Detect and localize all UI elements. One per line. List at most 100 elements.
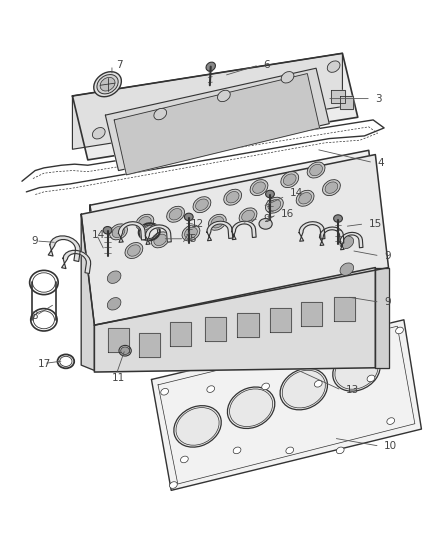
Ellipse shape bbox=[252, 182, 265, 193]
Ellipse shape bbox=[127, 245, 140, 256]
Text: 7: 7 bbox=[116, 60, 123, 70]
Text: 5: 5 bbox=[188, 234, 195, 244]
Ellipse shape bbox=[160, 389, 168, 395]
Ellipse shape bbox=[107, 297, 120, 310]
Polygon shape bbox=[204, 317, 225, 341]
Ellipse shape bbox=[339, 263, 353, 276]
Ellipse shape bbox=[110, 224, 127, 240]
Ellipse shape bbox=[151, 232, 169, 248]
Ellipse shape bbox=[92, 127, 105, 139]
Polygon shape bbox=[81, 155, 388, 325]
Polygon shape bbox=[72, 53, 342, 149]
Ellipse shape bbox=[119, 345, 131, 356]
Text: 9: 9 bbox=[263, 214, 269, 223]
Polygon shape bbox=[48, 236, 80, 262]
Ellipse shape bbox=[366, 375, 374, 382]
Ellipse shape bbox=[280, 172, 298, 188]
Polygon shape bbox=[145, 225, 171, 245]
Ellipse shape bbox=[166, 206, 184, 222]
Polygon shape bbox=[90, 150, 381, 321]
Ellipse shape bbox=[395, 327, 403, 334]
Ellipse shape bbox=[217, 90, 230, 102]
Ellipse shape bbox=[138, 216, 151, 228]
Ellipse shape bbox=[120, 347, 129, 354]
Ellipse shape bbox=[336, 447, 343, 454]
Ellipse shape bbox=[193, 197, 210, 213]
Text: 11: 11 bbox=[112, 374, 125, 383]
Polygon shape bbox=[114, 74, 319, 175]
Polygon shape bbox=[138, 333, 159, 357]
Ellipse shape bbox=[309, 164, 322, 176]
Ellipse shape bbox=[223, 189, 241, 205]
Ellipse shape bbox=[283, 174, 296, 185]
Text: 13: 13 bbox=[345, 385, 358, 395]
Ellipse shape bbox=[227, 387, 274, 429]
Ellipse shape bbox=[100, 77, 115, 91]
Text: 8: 8 bbox=[32, 311, 38, 320]
Ellipse shape bbox=[307, 162, 324, 178]
Ellipse shape bbox=[261, 383, 269, 390]
Ellipse shape bbox=[153, 234, 166, 246]
Ellipse shape bbox=[169, 208, 182, 220]
Ellipse shape bbox=[298, 192, 311, 204]
Polygon shape bbox=[298, 222, 324, 241]
Text: 6: 6 bbox=[263, 60, 269, 70]
Ellipse shape bbox=[339, 236, 353, 249]
Ellipse shape bbox=[94, 72, 121, 96]
Text: 15: 15 bbox=[368, 219, 381, 229]
Ellipse shape bbox=[332, 350, 379, 391]
Ellipse shape bbox=[386, 418, 394, 424]
Polygon shape bbox=[319, 227, 343, 246]
Text: 10: 10 bbox=[383, 441, 396, 451]
Polygon shape bbox=[118, 222, 145, 243]
Ellipse shape bbox=[182, 225, 199, 241]
Ellipse shape bbox=[184, 227, 197, 239]
Text: 14: 14 bbox=[92, 230, 105, 239]
Ellipse shape bbox=[279, 368, 327, 410]
Polygon shape bbox=[374, 268, 388, 368]
Polygon shape bbox=[333, 297, 354, 321]
Polygon shape bbox=[206, 221, 232, 241]
Polygon shape bbox=[61, 251, 91, 273]
Polygon shape bbox=[270, 308, 291, 332]
Polygon shape bbox=[339, 232, 362, 250]
Ellipse shape bbox=[280, 71, 293, 83]
Ellipse shape bbox=[250, 180, 267, 196]
Ellipse shape bbox=[314, 381, 321, 387]
Ellipse shape bbox=[208, 214, 226, 230]
Text: 9: 9 bbox=[383, 297, 390, 307]
Ellipse shape bbox=[333, 215, 342, 222]
Polygon shape bbox=[108, 328, 129, 352]
Text: 9: 9 bbox=[32, 236, 38, 246]
Ellipse shape bbox=[107, 271, 120, 284]
Ellipse shape bbox=[169, 482, 177, 488]
Ellipse shape bbox=[326, 61, 339, 72]
Polygon shape bbox=[331, 90, 344, 103]
Ellipse shape bbox=[125, 243, 142, 259]
Polygon shape bbox=[105, 68, 328, 171]
Polygon shape bbox=[72, 53, 357, 160]
Polygon shape bbox=[231, 221, 255, 240]
Text: 16: 16 bbox=[280, 209, 293, 219]
Ellipse shape bbox=[324, 182, 337, 193]
Text: 3: 3 bbox=[374, 94, 381, 103]
Text: 14: 14 bbox=[289, 188, 302, 198]
Polygon shape bbox=[94, 268, 374, 372]
Ellipse shape bbox=[184, 213, 193, 221]
Polygon shape bbox=[81, 214, 94, 370]
Ellipse shape bbox=[103, 227, 112, 234]
Ellipse shape bbox=[210, 216, 223, 228]
Ellipse shape bbox=[233, 447, 240, 454]
Ellipse shape bbox=[97, 75, 118, 94]
Text: 12: 12 bbox=[191, 219, 204, 229]
Ellipse shape bbox=[112, 226, 125, 238]
Polygon shape bbox=[300, 302, 321, 326]
Ellipse shape bbox=[226, 191, 239, 203]
Text: 17: 17 bbox=[37, 359, 50, 368]
Ellipse shape bbox=[173, 406, 221, 447]
Polygon shape bbox=[339, 96, 353, 109]
Ellipse shape bbox=[180, 456, 188, 463]
Ellipse shape bbox=[285, 447, 293, 454]
Ellipse shape bbox=[239, 208, 256, 224]
Ellipse shape bbox=[267, 199, 280, 211]
